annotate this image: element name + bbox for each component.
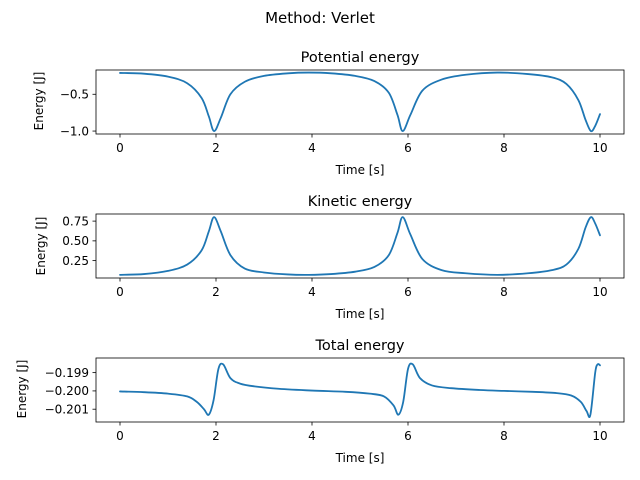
y-tick-label: 0.50 xyxy=(62,234,89,248)
plot-frame xyxy=(95,69,625,135)
y-ticks: −0.199 −0.200 −0.201 xyxy=(45,366,96,417)
kinetic-energy-panel: Kinetic energy Energy [J] Time [s] 0 2 4 6 8… xyxy=(34,194,625,321)
x-tick-label: 6 xyxy=(404,285,412,299)
y-axis-label: Energy [J] xyxy=(15,360,29,419)
x-tick-label: 8 xyxy=(500,429,508,443)
x-ticks: 0 2 4 6 8 10 xyxy=(116,422,608,443)
x-ticks: 0 2 4 6 8 10 xyxy=(116,134,608,155)
x-tick-label: 4 xyxy=(308,429,316,443)
y-tick-label: 0.75 xyxy=(62,214,89,228)
x-tick-label: 4 xyxy=(308,285,316,299)
y-ticks: −0.5 −1.0 xyxy=(60,88,96,138)
x-axis-label: Time [s] xyxy=(335,307,385,321)
x-tick-label: 6 xyxy=(404,429,412,443)
series-line xyxy=(119,71,601,133)
panel-title: Total energy xyxy=(315,338,405,354)
series-line xyxy=(119,362,601,419)
y-ticks: 0.25 0.50 0.75 xyxy=(62,214,96,268)
x-tick-label: 8 xyxy=(500,141,508,155)
x-tick-label: 10 xyxy=(592,429,607,443)
y-axis-label: Energy [J] xyxy=(34,217,48,276)
figure-title: Method: Verlet xyxy=(265,9,375,27)
x-axis-label: Time [s] xyxy=(335,451,385,465)
plot-frame xyxy=(95,357,625,423)
x-tick-label: 2 xyxy=(212,285,220,299)
panel-title: Potential energy xyxy=(301,50,420,66)
x-tick-label: 4 xyxy=(308,141,316,155)
x-axis-label: Time [s] xyxy=(335,163,385,177)
plot-frame xyxy=(95,213,625,279)
x-ticks: 0 2 4 6 8 10 xyxy=(116,278,608,299)
y-tick-label: −0.199 xyxy=(45,366,89,380)
y-tick-label: −0.201 xyxy=(45,403,89,417)
x-tick-label: 0 xyxy=(116,141,124,155)
x-tick-label: 0 xyxy=(116,285,124,299)
x-tick-label: 2 xyxy=(212,141,220,155)
x-tick-label: 8 xyxy=(500,285,508,299)
x-tick-label: 0 xyxy=(116,429,124,443)
total-energy-panel: Total energy Energy [J] Time [s] 0 2 4 6 8 10… xyxy=(15,338,625,465)
x-tick-label: 10 xyxy=(592,285,607,299)
y-tick-label: −0.200 xyxy=(45,384,89,398)
panel-title: Kinetic energy xyxy=(308,194,413,210)
y-tick-label: 0.25 xyxy=(62,254,89,268)
y-tick-label: −0.5 xyxy=(60,88,89,102)
x-tick-label: 6 xyxy=(404,141,412,155)
x-tick-label: 2 xyxy=(212,429,220,443)
y-axis-label: Energy [J] xyxy=(32,72,46,131)
potential-energy-panel: Potential energy Energy [J] Time [s] 0 2 4… xyxy=(32,50,625,177)
y-tick-label: −1.0 xyxy=(60,124,89,138)
x-tick-label: 10 xyxy=(592,141,607,155)
series-line xyxy=(119,216,601,276)
